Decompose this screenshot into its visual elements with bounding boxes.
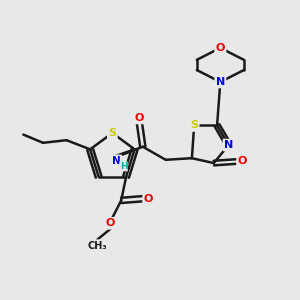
- Text: O: O: [135, 113, 144, 123]
- Text: CH₃: CH₃: [88, 241, 107, 250]
- Text: H: H: [120, 162, 127, 171]
- Text: N: N: [112, 156, 121, 166]
- Text: O: O: [106, 218, 115, 228]
- Text: O: O: [144, 194, 153, 204]
- Text: S: S: [108, 128, 116, 138]
- Text: N: N: [216, 77, 225, 87]
- Text: O: O: [216, 43, 225, 53]
- Text: S: S: [190, 121, 198, 130]
- Text: O: O: [238, 157, 247, 166]
- Text: N: N: [224, 140, 233, 150]
